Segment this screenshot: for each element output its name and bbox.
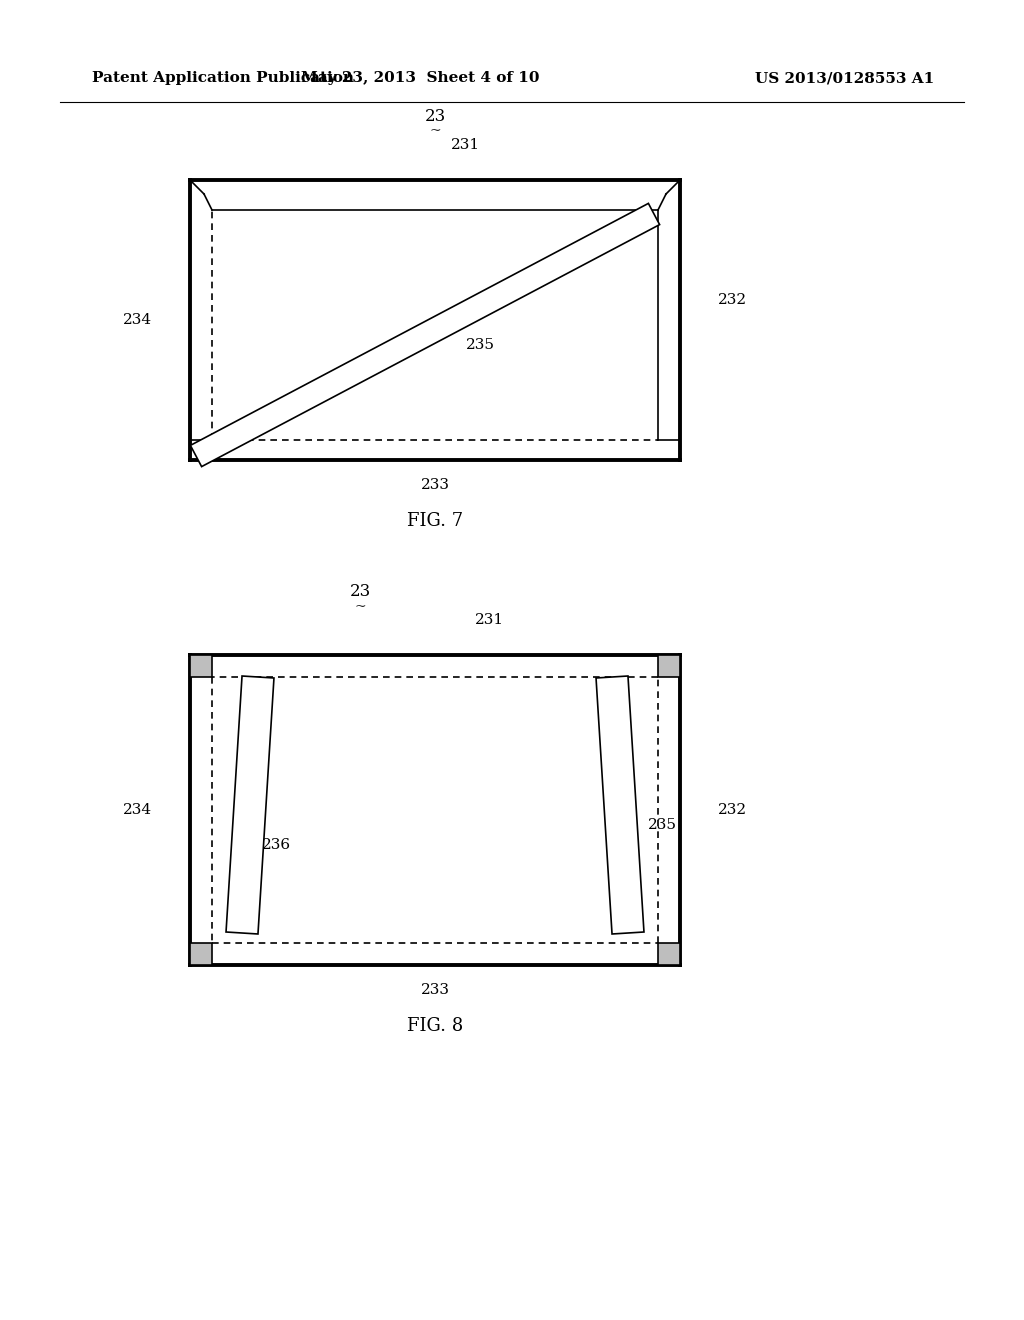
Text: Patent Application Publication: Patent Application Publication bbox=[92, 71, 354, 84]
Text: 23: 23 bbox=[424, 108, 445, 125]
Text: ~: ~ bbox=[429, 124, 440, 139]
Polygon shape bbox=[190, 203, 659, 466]
Text: 234: 234 bbox=[123, 313, 152, 327]
Text: 232: 232 bbox=[718, 803, 748, 817]
Text: 231: 231 bbox=[451, 139, 479, 152]
Bar bbox=[658, 655, 680, 677]
Bar bbox=[190, 942, 212, 965]
Text: 23: 23 bbox=[349, 583, 371, 601]
Text: US 2013/0128553 A1: US 2013/0128553 A1 bbox=[755, 71, 934, 84]
Polygon shape bbox=[596, 676, 644, 935]
Text: ~: ~ bbox=[354, 601, 366, 614]
Polygon shape bbox=[226, 676, 274, 935]
Bar bbox=[658, 942, 680, 965]
Text: 233: 233 bbox=[421, 478, 450, 492]
Text: 234: 234 bbox=[123, 803, 152, 817]
Text: 235: 235 bbox=[648, 818, 677, 832]
Text: 236: 236 bbox=[262, 838, 291, 851]
Bar bbox=[190, 655, 212, 677]
Text: May 23, 2013  Sheet 4 of 10: May 23, 2013 Sheet 4 of 10 bbox=[301, 71, 540, 84]
Text: 231: 231 bbox=[475, 612, 505, 627]
Text: 232: 232 bbox=[718, 293, 748, 308]
Text: FIG. 8: FIG. 8 bbox=[407, 1016, 463, 1035]
Text: 233: 233 bbox=[421, 983, 450, 997]
Text: FIG. 7: FIG. 7 bbox=[407, 512, 463, 531]
Text: 235: 235 bbox=[466, 338, 495, 352]
